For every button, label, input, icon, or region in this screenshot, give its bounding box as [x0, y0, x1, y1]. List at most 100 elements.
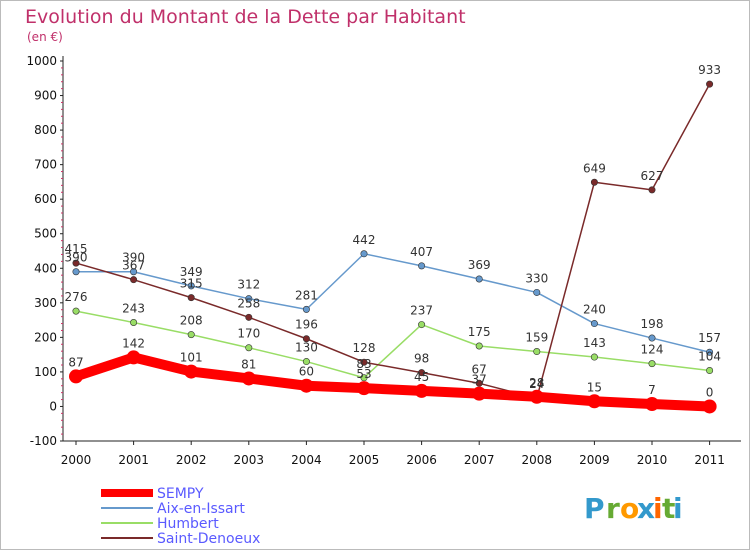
- data-label-humbert: 243: [122, 302, 145, 316]
- data-label-aix-en-issart: 312: [237, 278, 260, 292]
- data-label-sempy: 142: [122, 336, 145, 350]
- data-point-aix-en-issart: [475, 275, 483, 283]
- data-label-saint-denoeux: 649: [583, 161, 606, 175]
- data-label-sempy: 28: [529, 376, 544, 390]
- data-point-saint-denoeux: [245, 313, 253, 321]
- data-label-aix-en-issart: 330: [525, 271, 548, 285]
- logo-letter: i: [673, 492, 683, 525]
- data-point-humbert: [245, 344, 253, 352]
- data-point-humbert: [418, 321, 426, 329]
- y-tick-label: 0: [49, 399, 57, 413]
- data-label-humbert: 237: [410, 304, 433, 318]
- x-tick-label: 2010: [637, 453, 668, 467]
- data-label-sempy: 0: [706, 385, 714, 399]
- data-point-aix-en-issart: [72, 268, 80, 276]
- y-tick-label: 200: [34, 330, 57, 344]
- logo-letter: t: [662, 492, 675, 525]
- data-point-aix-en-issart: [648, 334, 656, 342]
- data-point-aix-en-issart: [302, 305, 310, 313]
- data-point-saint-denoeux: [418, 369, 426, 377]
- y-tick-label: 400: [34, 261, 57, 275]
- logo-letter: r: [606, 492, 620, 525]
- legend-label-aix-en-issart: Aix-en-Issart: [157, 501, 245, 517]
- data-label-saint-denoeux: 24: [529, 377, 544, 391]
- data-label-sempy: 45: [414, 370, 429, 384]
- x-tick-label: 2011: [694, 453, 725, 467]
- data-point-sempy: [414, 383, 429, 398]
- data-label-aix-en-issart: 369: [468, 258, 491, 272]
- data-point-humbert: [475, 342, 483, 350]
- y-tick-label: 900: [34, 89, 57, 103]
- data-label-saint-denoeux: 67: [472, 362, 487, 376]
- x-tick-label: 2006: [406, 453, 437, 467]
- data-point-aix-en-issart: [130, 268, 138, 276]
- data-point-sempy: [69, 369, 83, 384]
- data-label-sempy: 101: [180, 351, 203, 365]
- data-point-humbert: [360, 374, 368, 382]
- data-point-saint-denoeux: [590, 178, 598, 186]
- data-point-aix-en-issart: [245, 295, 253, 303]
- data-label-sempy: 53: [356, 367, 371, 381]
- data-point-aix-en-issart: [360, 250, 368, 258]
- legend-label-sempy: SEMPY: [157, 486, 204, 502]
- data-point-saint-denoeux: [302, 335, 310, 343]
- data-point-humbert: [648, 360, 656, 368]
- data-point-saint-denoeux: [130, 276, 138, 284]
- data-label-aix-en-issart: 281: [295, 288, 318, 302]
- data-point-sempy: [472, 386, 487, 401]
- data-label-saint-denoeux: 627: [641, 169, 664, 183]
- data-label-humbert: 159: [525, 331, 548, 345]
- data-label-sempy: 37: [472, 373, 487, 387]
- data-point-aix-en-issart: [187, 282, 195, 290]
- x-tick-label: 2003: [234, 453, 265, 467]
- data-point-aix-en-issart: [533, 288, 541, 296]
- data-label-sempy: 60: [299, 365, 314, 379]
- y-tick-label: 500: [34, 227, 57, 241]
- data-point-sempy: [184, 364, 199, 379]
- data-point-sempy: [645, 397, 659, 412]
- data-label-saint-denoeux: 367: [122, 259, 145, 273]
- data-label-aix-en-issart: 198: [641, 317, 664, 331]
- chart-subtitle: (en €): [27, 30, 63, 44]
- data-label-saint-denoeux: 196: [295, 318, 318, 332]
- data-point-sempy: [529, 389, 544, 404]
- x-tick-label: 2002: [176, 453, 207, 467]
- x-tick-label: 2004: [291, 453, 322, 467]
- logo-letter: x: [637, 492, 655, 525]
- data-label-sempy: 7: [648, 383, 656, 397]
- data-label-saint-denoeux: 933: [698, 63, 721, 77]
- data-point-saint-denoeux: [360, 358, 368, 366]
- data-label-humbert: 276: [65, 290, 88, 304]
- data-label-saint-denoeux: 128: [353, 341, 376, 355]
- x-tick-label: 2008: [522, 453, 553, 467]
- data-label-aix-en-issart: 157: [698, 331, 721, 345]
- data-label-humbert: 170: [237, 327, 260, 341]
- data-label-humbert: 175: [468, 325, 491, 339]
- data-point-saint-denoeux: [187, 294, 195, 302]
- data-point-humbert: [706, 367, 714, 375]
- data-point-humbert: [533, 348, 541, 356]
- data-label-humbert: 130: [295, 341, 318, 355]
- data-point-aix-en-issart: [706, 348, 714, 356]
- logo-letter: o: [620, 492, 639, 525]
- y-tick-label: 700: [34, 158, 57, 172]
- data-label-aix-en-issart: 407: [410, 245, 433, 259]
- legend-label-saint-denoeux: Saint-Denoeux: [157, 531, 260, 547]
- data-point-humbert: [187, 331, 195, 339]
- data-point-humbert: [72, 307, 80, 315]
- legend-label-humbert: Humbert: [157, 516, 219, 532]
- logo-letter: i: [653, 492, 663, 525]
- x-tick-label: 2000: [61, 453, 92, 467]
- data-label-humbert: 124: [641, 343, 664, 357]
- data-label-sempy: 81: [241, 357, 256, 371]
- data-point-sempy: [587, 394, 602, 409]
- axes: -100010020030040050060070080090010002000…: [26, 54, 741, 467]
- data-label-saint-denoeux: 258: [237, 296, 260, 310]
- series-line-humbert: [75, 310, 711, 379]
- data-point-saint-denoeux: [706, 80, 714, 88]
- x-tick-label: 2005: [349, 453, 380, 467]
